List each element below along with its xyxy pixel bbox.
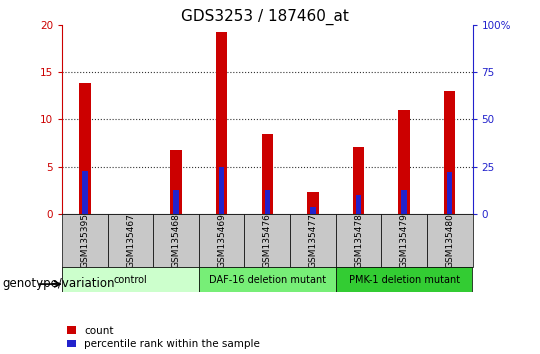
Text: genotype/variation: genotype/variation (3, 278, 115, 290)
Bar (356, 195, 361, 214)
Bar (107, 214, 153, 267)
Text: GSM135479: GSM135479 (400, 213, 409, 268)
Bar (82, 171, 87, 214)
Bar (173, 190, 179, 214)
Bar (62, 214, 107, 267)
Bar (447, 172, 453, 214)
Bar (401, 190, 407, 214)
Text: GSM135469: GSM135469 (217, 213, 226, 268)
Bar (171, 150, 182, 214)
Bar (444, 91, 455, 214)
Text: GSM135468: GSM135468 (172, 213, 180, 268)
Bar (216, 32, 227, 214)
Bar (219, 167, 225, 214)
Bar (290, 214, 336, 267)
Bar (199, 267, 336, 292)
Text: GSM135476: GSM135476 (263, 213, 272, 268)
Bar (310, 207, 316, 214)
Text: GSM135480: GSM135480 (445, 213, 454, 268)
Bar (353, 147, 364, 214)
Legend: count, percentile rank within the sample: count, percentile rank within the sample (68, 326, 260, 349)
Text: GSM135477: GSM135477 (308, 213, 318, 268)
Bar (265, 190, 270, 214)
Bar (199, 214, 245, 267)
Bar (79, 84, 91, 214)
Text: GDS3253 / 187460_at: GDS3253 / 187460_at (181, 9, 348, 25)
Bar (381, 214, 427, 267)
Bar (307, 192, 319, 214)
Bar (336, 267, 472, 292)
Bar (261, 134, 273, 214)
Text: GSM135467: GSM135467 (126, 213, 135, 268)
Text: DAF-16 deletion mutant: DAF-16 deletion mutant (209, 275, 326, 285)
Text: GSM135478: GSM135478 (354, 213, 363, 268)
Text: PMK-1 deletion mutant: PMK-1 deletion mutant (348, 275, 460, 285)
Bar (153, 214, 199, 267)
Bar (427, 214, 472, 267)
Text: control: control (113, 275, 147, 285)
Text: GSM135395: GSM135395 (80, 213, 90, 268)
Bar (336, 214, 381, 267)
Bar (62, 267, 199, 292)
Bar (399, 110, 410, 214)
Bar (245, 214, 290, 267)
